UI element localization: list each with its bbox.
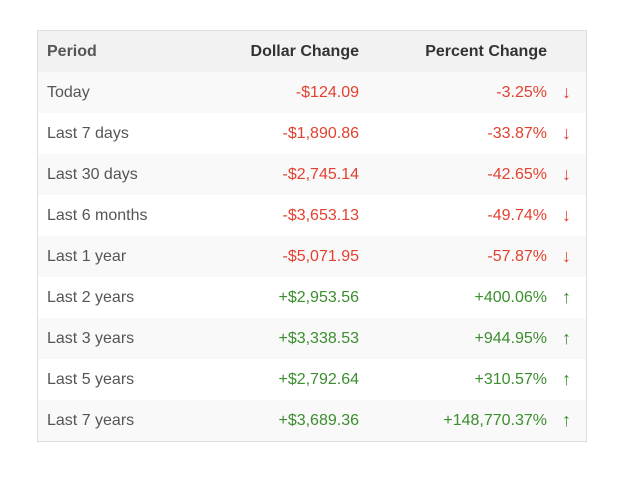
- period-cell: Last 7 days: [47, 124, 129, 142]
- percent-change-cell: -33.87%: [487, 124, 547, 142]
- period-cell: Last 7 years: [47, 411, 135, 429]
- table-row: Last 2 years +$2,953.56 +400.06% ↑: [38, 277, 586, 318]
- table-body: Today -$124.09 -3.25% ↓ Last 7 days -$1,890.8…: [38, 72, 586, 441]
- table-row: Last 6 months -$3,653.13 -49.74% ↓: [38, 195, 586, 236]
- price-change-table: Period Dollar Change Percent Change Toda…: [37, 30, 587, 442]
- table-row: Today -$124.09 -3.25% ↓: [38, 72, 586, 113]
- arrow-up-icon: ↑: [562, 369, 571, 389]
- arrow-down-icon: ↓: [562, 205, 571, 225]
- header-percent-change: Percent Change: [425, 42, 547, 60]
- dollar-change-cell: -$2,745.14: [282, 165, 359, 183]
- header-period: Period: [47, 42, 97, 60]
- period-cell: Last 5 years: [47, 370, 135, 388]
- dollar-change-cell: -$1,890.86: [282, 124, 359, 142]
- arrow-down-icon: ↓: [562, 123, 571, 143]
- table-header-row: Period Dollar Change Percent Change: [38, 31, 586, 72]
- table-row: Last 7 days -$1,890.86 -33.87% ↓: [38, 113, 586, 154]
- header-dollar-change: Dollar Change: [250, 42, 359, 60]
- percent-change-cell: +944.95%: [474, 329, 547, 347]
- dollar-change-cell: +$3,338.53: [278, 329, 359, 347]
- table-row: Last 5 years +$2,792.64 +310.57% ↑: [38, 359, 586, 400]
- dollar-change-cell: +$3,689.36: [278, 411, 359, 429]
- period-cell: Last 3 years: [47, 329, 135, 347]
- arrow-down-icon: ↓: [562, 82, 571, 102]
- percent-change-cell: -57.87%: [487, 247, 547, 265]
- percent-change-cell: +310.57%: [474, 370, 547, 388]
- dollar-change-cell: +$2,792.64: [278, 370, 359, 388]
- dollar-change-cell: +$2,953.56: [278, 288, 359, 306]
- percent-change-cell: +148,770.37%: [443, 411, 547, 429]
- period-cell: Today: [47, 83, 90, 101]
- table-row: Last 30 days -$2,745.14 -42.65% ↓: [38, 154, 586, 195]
- arrow-up-icon: ↑: [562, 287, 571, 307]
- period-cell: Last 30 days: [47, 165, 138, 183]
- period-cell: Last 2 years: [47, 288, 135, 306]
- dollar-change-cell: -$124.09: [295, 83, 359, 101]
- percent-change-cell: -3.25%: [496, 83, 547, 101]
- dollar-change-cell: -$5,071.95: [282, 247, 359, 265]
- percent-change-cell: -42.65%: [487, 165, 547, 183]
- header-arrow-column: [547, 31, 586, 72]
- table-row: Last 1 year -$5,071.95 -57.87% ↓: [38, 236, 586, 277]
- arrow-down-icon: ↓: [562, 164, 571, 184]
- arrow-up-icon: ↑: [562, 410, 571, 430]
- arrow-down-icon: ↓: [562, 246, 571, 266]
- percent-change-cell: -49.74%: [487, 206, 547, 224]
- table-row: Last 3 years +$3,338.53 +944.95% ↑: [38, 318, 586, 359]
- period-cell: Last 1 year: [47, 247, 127, 265]
- price-change-grid: Period Dollar Change Percent Change Toda…: [38, 31, 586, 441]
- dollar-change-cell: -$3,653.13: [282, 206, 359, 224]
- table-row: Last 7 years +$3,689.36 +148,770.37% ↑: [38, 400, 586, 441]
- percent-change-cell: +400.06%: [474, 288, 547, 306]
- period-cell: Last 6 months: [47, 206, 148, 224]
- arrow-up-icon: ↑: [562, 328, 571, 348]
